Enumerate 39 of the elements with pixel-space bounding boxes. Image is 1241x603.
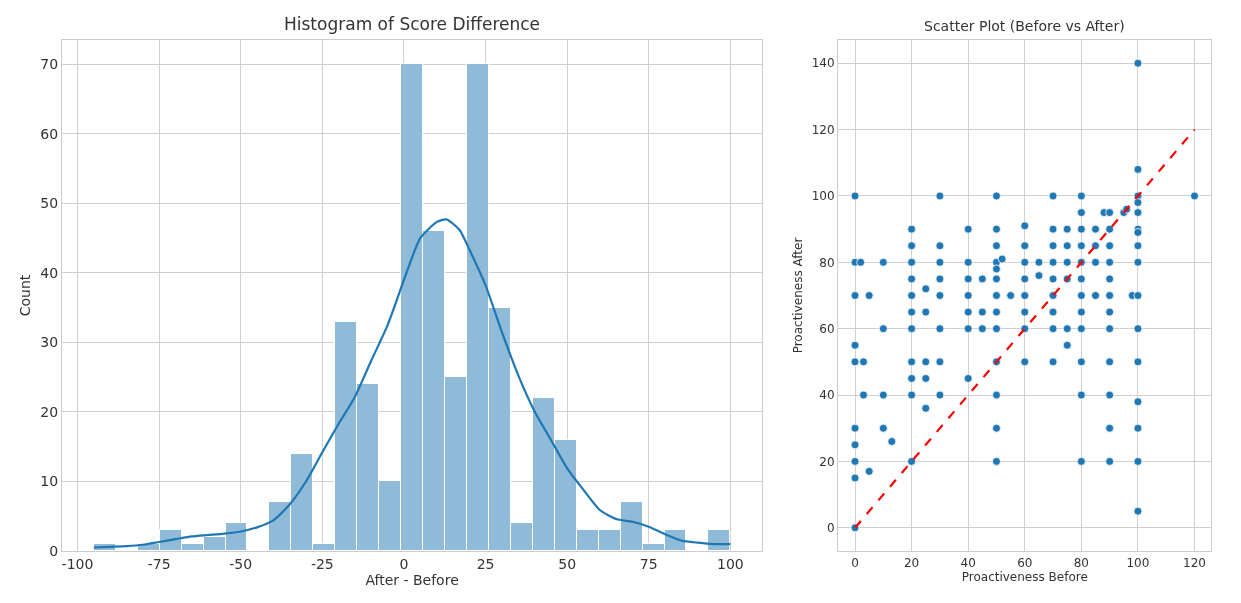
x-tick-label: 100: [1126, 555, 1150, 570]
chart-title: Scatter Plot (Before vs After): [924, 18, 1125, 34]
y-tick-label: 100: [811, 189, 835, 204]
y-tick-label: 140: [811, 56, 835, 71]
y-tick-label: 40: [819, 388, 835, 403]
x-axis-title: Proactiveness Before: [961, 570, 1088, 585]
x-tick-label: 80: [1073, 555, 1089, 570]
y-axis-title: Count: [16, 274, 33, 317]
line-series: [92, 218, 732, 549]
y-tick-label: 0: [49, 542, 59, 559]
x-tick-label: 20: [903, 555, 920, 570]
x-tick-label: 0: [851, 555, 859, 570]
x-tick-label: 75: [639, 555, 658, 572]
x-tick-label: 50: [558, 555, 577, 572]
x-tick-label: 25: [476, 555, 495, 572]
y-tick-label: 70: [40, 56, 59, 73]
y-tick-label: 40: [40, 264, 59, 281]
y-tick-label: 120: [811, 122, 835, 137]
y-tick-label: 10: [40, 473, 59, 490]
x-tick-label: 120: [1183, 555, 1206, 570]
y-tick-label: 30: [40, 334, 59, 351]
x-axis-title: After - Before: [365, 572, 459, 589]
y-tick-label: 20: [819, 454, 835, 469]
y-tick-label: 60: [40, 125, 59, 142]
x-tick-label: 100: [717, 555, 744, 572]
y-tick-label: 80: [819, 255, 835, 270]
y-tick-label: 20: [40, 403, 59, 420]
y-tick-label: 50: [40, 195, 59, 212]
x-tick-label: -100: [61, 555, 94, 572]
y-tick-label: 60: [819, 321, 835, 336]
x-tick-label: -25: [310, 555, 334, 572]
x-tick-label: 60: [1017, 555, 1033, 570]
x-tick-label: -75: [147, 555, 171, 572]
chart-title: Histogram of Score Difference: [284, 14, 541, 34]
x-tick-label: 0: [399, 555, 409, 572]
y-axis-title: Proactiveness After: [790, 237, 805, 354]
y-tick-label: 0: [826, 520, 835, 535]
x-tick-label: 40: [960, 555, 976, 570]
x-tick-label: -50: [229, 555, 253, 572]
